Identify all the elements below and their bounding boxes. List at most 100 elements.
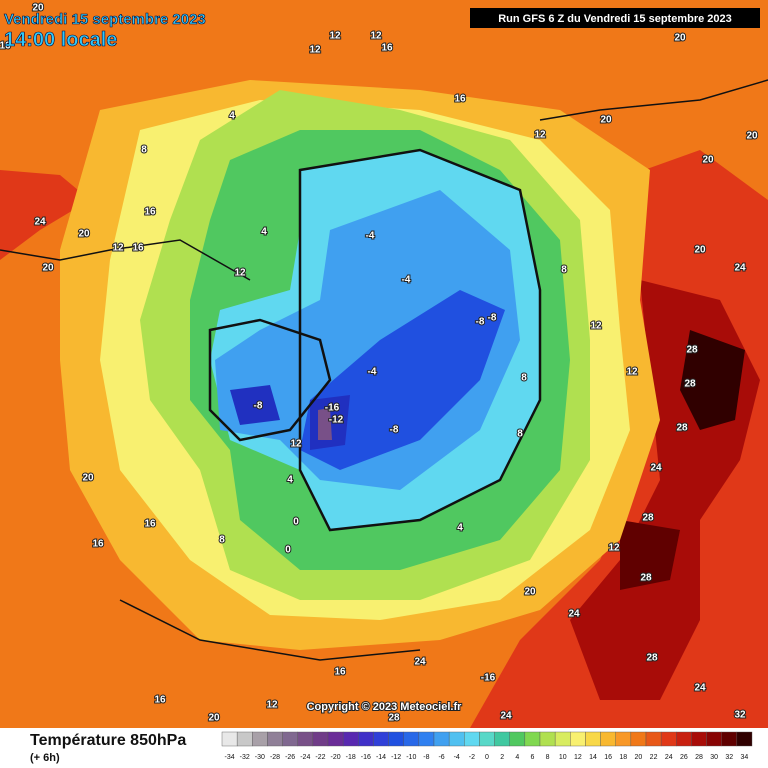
legend-label: -12	[391, 754, 401, 761]
legend: -34 -32 -30 -28 -26 -24 -22 -20 -18 -16 -14 -12 -10-…	[221, 731, 753, 761]
isotherm-label: 32	[734, 710, 746, 721]
legend-label: -2	[469, 754, 475, 761]
isotherm-label: 20	[702, 155, 714, 166]
isotherm-label: 20	[78, 229, 90, 240]
isotherm-label: 4	[261, 227, 267, 238]
map-fields	[0, 0, 768, 728]
legend-label: 12	[574, 754, 582, 761]
legend-label: 8	[546, 754, 550, 761]
isotherm-label: 16	[381, 43, 393, 54]
isotherm-label: 28	[686, 345, 698, 356]
isotherm-label: 16	[154, 695, 166, 706]
run-info: Run GFS 6 Z du Vendredi 15 septembre 202…	[498, 13, 732, 25]
legend-label: -24	[300, 754, 310, 761]
legend-label: 6	[530, 754, 534, 761]
legend-label: -10	[406, 754, 416, 761]
copyright: Copyright © 2023 Meteociel.fr	[307, 701, 463, 713]
legend-swatch	[221, 731, 238, 747]
isotherm-label: 16	[144, 207, 156, 218]
isotherm-label: 28	[640, 573, 652, 584]
legend-swatch	[554, 731, 571, 747]
legend-label: -18	[346, 754, 356, 761]
legend-label: 28	[695, 754, 703, 761]
legend-label: 34	[741, 754, 749, 761]
isotherm-label: 16	[334, 667, 346, 678]
legend-swatch	[388, 731, 404, 747]
footer-title: Température 850hPa	[30, 732, 186, 749]
isotherm-label: 16	[92, 539, 104, 550]
isotherm-label: 20	[524, 587, 536, 598]
legend-swatch	[403, 731, 420, 747]
isotherm-label: 20	[82, 473, 94, 484]
legend-swatch	[494, 731, 510, 747]
legend-swatch	[297, 731, 314, 747]
legend-label: 4	[515, 754, 519, 761]
isotherm-label: 4	[457, 523, 463, 534]
isotherm-label: 24	[568, 609, 580, 620]
legend-label: -28	[270, 754, 280, 761]
legend-swatch	[252, 731, 268, 747]
isotherm-label: 12	[290, 439, 302, 450]
isotherm-label: -16	[325, 403, 340, 414]
isotherm-label: 12	[534, 130, 546, 141]
legend-label: 26	[680, 754, 688, 761]
legend-swatch	[570, 731, 586, 747]
legend-swatch	[267, 731, 283, 747]
legend-swatch	[312, 731, 329, 747]
isotherm-label: 8	[517, 429, 523, 440]
isotherm-label: 4	[287, 475, 293, 486]
legend-swatch	[721, 731, 738, 747]
isotherm-label: 8	[561, 265, 567, 276]
legend-label: 16	[604, 754, 612, 761]
isotherm-label: 24	[500, 711, 512, 722]
legend-label: 22	[650, 754, 658, 761]
legend-label: 0	[485, 754, 489, 761]
legend-swatch	[448, 731, 465, 747]
legend-label: 2	[500, 754, 504, 761]
legend-label: 14	[589, 754, 597, 761]
footer-subtitle: (+ 6h)	[30, 752, 60, 764]
legend-label: -4	[454, 754, 460, 761]
isotherm-label: 28	[388, 713, 400, 724]
legend-label: -32	[240, 754, 250, 761]
legend-swatch	[706, 731, 722, 747]
legend-swatch	[509, 731, 526, 747]
isotherm-label: 20	[600, 115, 612, 126]
legend-swatch	[585, 731, 601, 747]
map-time: 14:00 locale	[4, 29, 117, 51]
isotherm-label: 16	[454, 94, 466, 105]
isotherm-label: -4	[368, 367, 377, 378]
legend-swatch	[524, 731, 541, 747]
isotherm-label: 28	[646, 653, 658, 664]
legend-swatch	[615, 731, 632, 747]
isotherm-label: 16	[132, 243, 144, 254]
legend-label: -22	[315, 754, 325, 761]
legend-label: -6	[438, 754, 444, 761]
legend-swatch	[464, 731, 480, 747]
legend-label: 20	[635, 754, 643, 761]
legend-label: -30	[255, 754, 265, 761]
isotherm-label: -4	[366, 231, 375, 242]
legend-swatch	[418, 731, 435, 747]
legend-label: -26	[285, 754, 295, 761]
isotherm-label: 24	[734, 263, 746, 274]
legend-swatch	[327, 731, 344, 747]
legend-label: 24	[665, 754, 673, 761]
isotherm-label: -12	[329, 415, 344, 426]
legend-swatch	[479, 731, 495, 747]
isotherm-label: 28	[684, 379, 696, 390]
legend-swatch	[660, 731, 677, 747]
isotherm-label: 20	[674, 33, 686, 44]
legend-swatch	[736, 731, 753, 747]
legend-swatch	[358, 731, 374, 747]
legend-label: 32	[725, 754, 733, 761]
legend-label: 18	[619, 754, 627, 761]
isotherm-label: 20	[746, 131, 758, 142]
isotherm-label: 12	[626, 367, 638, 378]
legend-swatch	[645, 731, 662, 747]
legend-label: -20	[331, 754, 341, 761]
legend-label: -14	[376, 754, 386, 761]
legend-swatch	[630, 731, 647, 747]
